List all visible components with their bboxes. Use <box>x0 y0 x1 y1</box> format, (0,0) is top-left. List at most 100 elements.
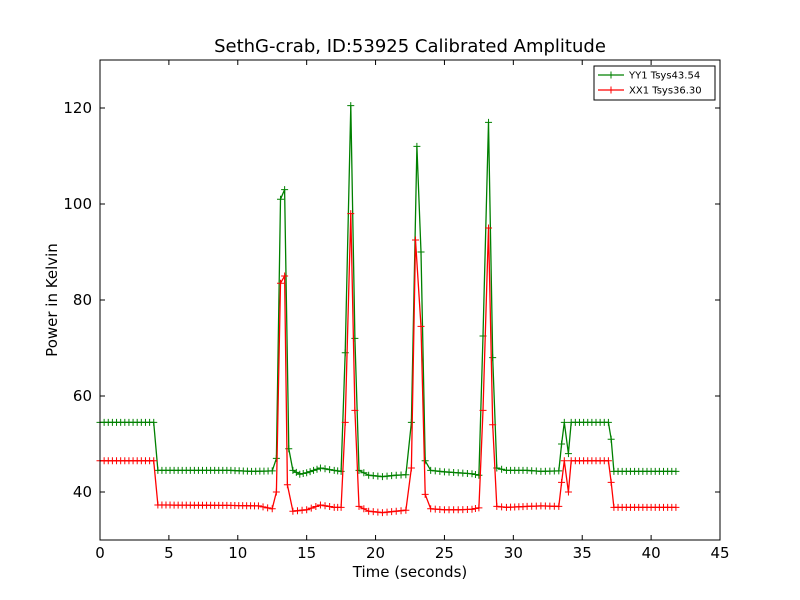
series-1 <box>96 102 680 481</box>
data-point <box>296 470 304 478</box>
data-point <box>276 279 284 287</box>
y-tick-label: 100 <box>63 195 92 213</box>
data-point <box>564 450 572 458</box>
data-point <box>607 435 615 443</box>
data-point <box>268 505 276 513</box>
legend-box <box>593 65 716 101</box>
data-point <box>307 504 315 512</box>
data-point <box>355 502 363 510</box>
data-point <box>468 470 476 478</box>
legend-marker <box>607 71 615 79</box>
data-point <box>558 440 566 448</box>
data-point <box>292 468 300 476</box>
data-point <box>607 478 615 486</box>
legend-label: YY1 Tsys43.54 <box>628 71 700 82</box>
data-point <box>281 272 289 280</box>
x-tick-label: 45 <box>710 544 729 562</box>
data-point <box>412 236 420 244</box>
data-point <box>475 471 483 479</box>
data-point <box>672 503 680 511</box>
data-point <box>489 421 497 429</box>
data-point <box>341 418 349 426</box>
data-point <box>272 454 280 462</box>
x-tick-label: 20 <box>366 544 385 562</box>
x-tick-label: 35 <box>573 544 592 562</box>
data-point <box>337 503 345 511</box>
data-point <box>326 466 334 474</box>
data-point <box>489 354 497 362</box>
data-point <box>485 224 493 232</box>
data-point <box>360 469 368 477</box>
data-point <box>264 504 272 512</box>
data-point <box>604 418 612 426</box>
data-point <box>312 503 320 511</box>
data-point <box>326 503 334 511</box>
data-point <box>421 490 429 498</box>
data-point <box>150 418 158 426</box>
legend: YY1 Tsys43.54 XX1 Tsys36.30 <box>593 65 716 101</box>
legend-entry-1: YY1 Tsys43.54 <box>598 71 700 82</box>
data-point <box>310 466 318 474</box>
data-point <box>360 505 368 513</box>
y-tick-label: 120 <box>63 99 92 117</box>
data-point <box>299 470 307 478</box>
axes: 0 5 10 15 20 25 30 35 40 45 40 60 80 100 120 <box>63 59 730 562</box>
data-point <box>150 457 158 465</box>
data-point <box>471 505 479 513</box>
data-point <box>402 471 410 479</box>
x-tick-label: 10 <box>228 544 247 562</box>
data-point <box>321 502 329 510</box>
legend-marker <box>607 86 615 94</box>
data-point <box>303 469 311 477</box>
data-point <box>417 248 425 256</box>
data-point <box>321 465 329 473</box>
data-point <box>303 506 311 514</box>
data-point <box>555 502 563 510</box>
data-point <box>421 457 429 465</box>
data-point <box>306 468 314 476</box>
data-point <box>313 465 321 473</box>
data-point <box>407 418 415 426</box>
y-tick-label: 40 <box>73 483 92 501</box>
data-point <box>281 186 289 194</box>
series-2 <box>96 210 680 517</box>
x-tick-label: 15 <box>297 544 316 562</box>
data-point <box>289 466 297 474</box>
x-tick-label: 30 <box>504 544 523 562</box>
data-point <box>259 503 267 511</box>
y-axis-label: Power in Kelvin <box>43 243 61 357</box>
data-point <box>475 504 483 512</box>
data-point <box>283 481 291 489</box>
data-point <box>498 465 506 473</box>
data-point <box>558 478 566 486</box>
data-point <box>402 506 410 514</box>
data-point <box>564 488 572 496</box>
data-point <box>316 464 324 472</box>
data-point <box>560 418 568 426</box>
x-tick-label: 0 <box>95 544 105 562</box>
data-point <box>471 470 479 478</box>
data-point <box>276 195 284 203</box>
y-tick-label: 60 <box>73 387 92 405</box>
data-point <box>479 406 487 414</box>
y-tick-label: 80 <box>73 291 92 309</box>
data-point <box>417 322 425 330</box>
legend-entry-2: XX1 Tsys36.30 <box>598 86 702 97</box>
x-tick-label: 25 <box>435 544 454 562</box>
data-point <box>351 334 359 342</box>
data-point <box>355 466 363 474</box>
series-line-1 <box>100 105 676 478</box>
data-point <box>560 457 568 465</box>
data-point <box>672 467 680 475</box>
data-point <box>347 102 355 110</box>
data-point <box>413 142 421 150</box>
data-point <box>485 118 493 126</box>
data-point <box>268 467 276 475</box>
x-axis-label: Time (seconds) <box>352 563 468 581</box>
plot-area <box>96 102 680 517</box>
data-point <box>272 488 280 496</box>
data-point <box>604 457 612 465</box>
data-point <box>347 210 355 218</box>
data-point <box>468 505 476 513</box>
